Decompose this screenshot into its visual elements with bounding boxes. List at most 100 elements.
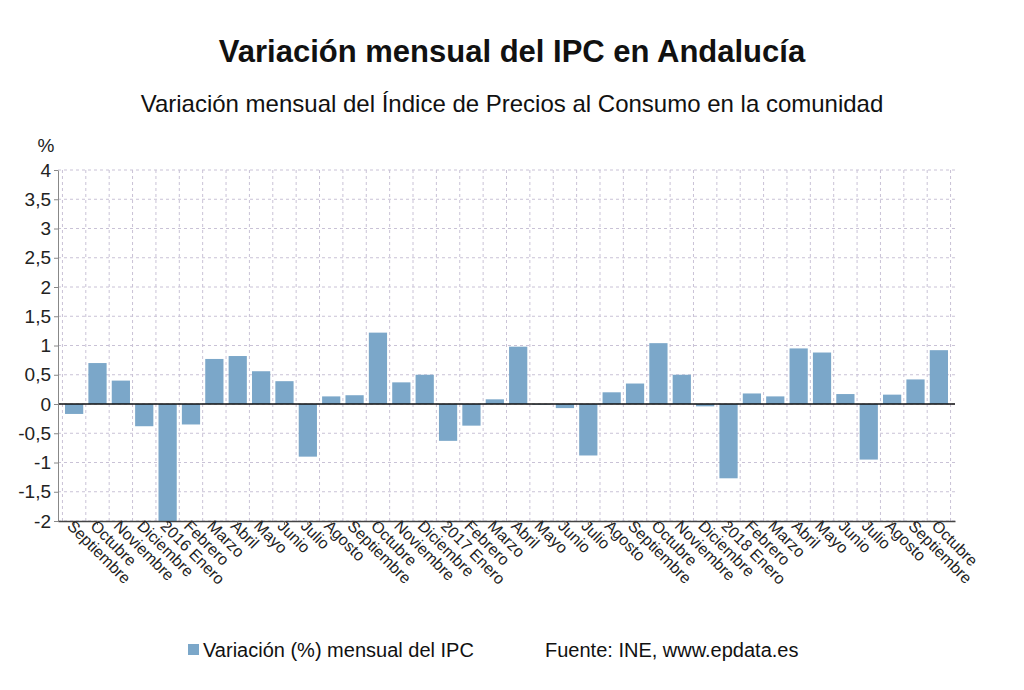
grid-line-vertical xyxy=(296,170,297,521)
x-tick-label: Octubre xyxy=(929,517,981,569)
bar xyxy=(252,371,270,404)
bar xyxy=(112,381,130,404)
chart: Variación mensual del IPC en AndalucíaVa… xyxy=(0,0,1024,690)
y-tick-mark xyxy=(54,346,58,347)
bar xyxy=(322,396,340,404)
y-tick-mark xyxy=(54,404,58,405)
grid-line-vertical xyxy=(389,170,390,521)
y-tick-label: 1 xyxy=(40,335,51,356)
bar xyxy=(883,395,901,404)
bar xyxy=(392,382,410,404)
y-tick-mark xyxy=(54,316,58,317)
grid-line-vertical xyxy=(903,170,904,521)
bar xyxy=(603,392,621,404)
y-tick: -0,5 xyxy=(18,423,58,444)
y-tick-mark xyxy=(54,433,58,434)
grid-line-vertical xyxy=(693,170,694,521)
grid-line-vertical xyxy=(833,170,834,521)
y-tick-label: 2 xyxy=(40,277,51,298)
bar xyxy=(229,356,247,404)
y-tick: 4 xyxy=(40,160,58,181)
y-tick-label: -0,5 xyxy=(18,423,51,444)
grid-line xyxy=(58,433,955,434)
bar xyxy=(345,395,363,404)
x-tick: Octubre xyxy=(929,517,981,569)
y-tick-label: 3 xyxy=(40,218,51,239)
grid-line-vertical xyxy=(249,170,250,521)
grid-line-vertical xyxy=(319,170,320,521)
grid-line-vertical xyxy=(810,170,811,521)
bar xyxy=(626,384,644,404)
y-tick-label: 0 xyxy=(40,394,51,415)
grid-line-vertical xyxy=(576,170,577,521)
y-tick-mark xyxy=(54,492,58,493)
y-tick-label: 0,5 xyxy=(25,364,51,385)
grid-line-vertical xyxy=(202,170,203,521)
grid-line-vertical xyxy=(599,170,600,521)
legend-swatch xyxy=(188,644,199,655)
y-tick-mark xyxy=(54,258,58,259)
grid-line-vertical xyxy=(413,170,414,521)
y-tick-mark xyxy=(54,463,58,464)
bar xyxy=(813,353,831,404)
grid-line-vertical xyxy=(459,170,460,521)
grid xyxy=(58,170,955,521)
y-tick-mark xyxy=(54,287,58,288)
bar xyxy=(906,379,924,404)
y-tick: 0 xyxy=(40,394,58,415)
grid-line-vertical xyxy=(529,170,530,521)
bar xyxy=(743,393,761,404)
grid-line-vertical xyxy=(740,170,741,521)
grid-line-vertical xyxy=(226,170,227,521)
y-tick: 0,5 xyxy=(25,364,58,385)
y-tick-mark xyxy=(54,199,58,200)
bar xyxy=(135,404,153,426)
grid-line-vertical xyxy=(763,170,764,521)
y-tick: -1 xyxy=(34,452,58,473)
bar xyxy=(158,404,176,521)
zero-line xyxy=(58,403,955,405)
grid-line xyxy=(58,228,955,229)
bar xyxy=(88,363,106,404)
grid-line-vertical xyxy=(646,170,647,521)
bar xyxy=(766,396,784,404)
y-tick: 2 xyxy=(40,277,58,298)
grid-line-vertical xyxy=(436,170,437,521)
grid-line-vertical xyxy=(109,170,110,521)
bar xyxy=(275,381,293,404)
grid-line-vertical xyxy=(927,170,928,521)
y-tick-label: 3,5 xyxy=(25,189,51,210)
bar xyxy=(930,350,948,404)
y-axis-line xyxy=(58,171,59,522)
grid-line-vertical xyxy=(62,170,63,521)
grid-line xyxy=(58,257,955,258)
grid-line-vertical xyxy=(85,170,86,521)
grid-line xyxy=(58,404,955,405)
grid-line-vertical xyxy=(857,170,858,521)
y-tick: -1,5 xyxy=(18,481,58,502)
source: Fuente: INE, www.epdata.es xyxy=(545,639,798,661)
y-tick: -2 xyxy=(34,511,58,532)
grid-line-vertical xyxy=(342,170,343,521)
bar xyxy=(579,404,597,455)
y-tick: 1,5 xyxy=(25,306,58,327)
grid-line-vertical xyxy=(553,170,554,521)
bar xyxy=(836,394,854,404)
grid-line-vertical xyxy=(132,170,133,521)
grid-line-vertical xyxy=(880,170,881,521)
y-tick: 2,5 xyxy=(25,247,58,268)
grid-line xyxy=(58,199,955,200)
bar xyxy=(860,404,878,460)
y-tick: 3,5 xyxy=(25,189,58,210)
y-tick-label: -1,5 xyxy=(18,481,51,502)
grid-line-vertical xyxy=(272,170,273,521)
y-tick: 1 xyxy=(40,335,58,356)
grid-line xyxy=(58,462,955,463)
y-tick: 3 xyxy=(40,218,58,239)
grid-line xyxy=(58,491,955,492)
y-axis: -2 -1,5 -1 -0,5 0 0,5 1 1,5 2 2,5 3 3,5 4 xyxy=(18,160,58,532)
grid-line-vertical xyxy=(179,170,180,521)
grid-line-vertical xyxy=(506,170,507,521)
grid-line-vertical xyxy=(483,170,484,521)
bar xyxy=(790,348,808,404)
